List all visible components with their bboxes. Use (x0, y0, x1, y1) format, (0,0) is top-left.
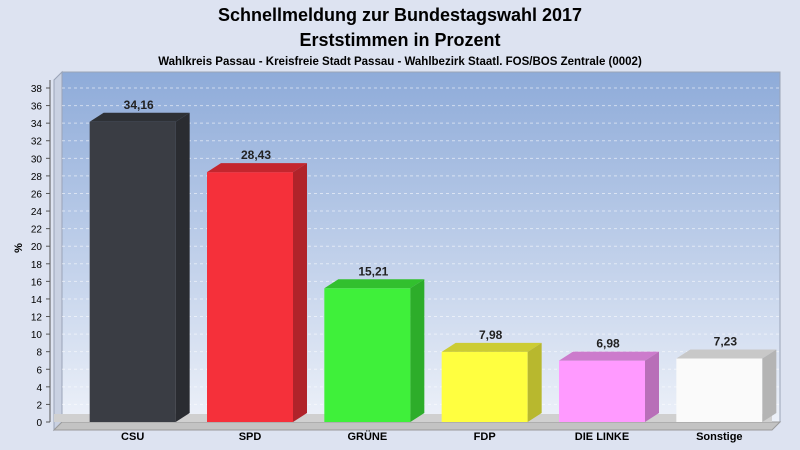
y-tick-label: 16 (31, 277, 43, 288)
value-label: 34,16 (124, 98, 154, 112)
bar-side (293, 163, 307, 422)
bar-front (207, 172, 293, 422)
bar-front (676, 358, 763, 422)
value-label: 7,23 (714, 334, 738, 348)
y-tick-label: 22 (31, 225, 43, 236)
category-label: Sonstige (696, 431, 742, 443)
bar-fdp: 7,98 (441, 328, 542, 422)
bar-front (441, 351, 528, 422)
y-tick-label: 28 (31, 172, 43, 183)
bar-front (89, 121, 176, 422)
bar-side (527, 342, 542, 422)
category-label: GRÜNE (347, 430, 387, 443)
bar-side (762, 349, 777, 422)
bar-side (175, 112, 190, 422)
y-tick-label: 32 (31, 137, 43, 148)
category-label: FDP (474, 431, 496, 443)
bar-side (645, 351, 659, 422)
y-tick-label: 36 (31, 102, 43, 113)
bar-top (676, 349, 777, 359)
y-tick-label: 20 (31, 242, 43, 253)
bar-spd: 28,43 (207, 148, 307, 422)
chart-subtitle: Erststimmen in Prozent (299, 30, 500, 50)
chart-title: Schnellmeldung zur Bundestagswahl 2017 (218, 5, 582, 25)
x-axis: CSU SPD GRÜNE FDP DIE LINKE Sonstige (121, 430, 743, 443)
bar-top (207, 163, 307, 173)
y-tick-label: 6 (36, 365, 42, 376)
category-label: SPD (239, 431, 262, 443)
bar-csu: 34,16 (89, 98, 190, 422)
bars: 34,16 28,43 15,21 7,98 6,98 7,23 (89, 98, 777, 422)
value-label: 7,98 (479, 328, 503, 342)
y-tick-label: 12 (31, 313, 43, 324)
value-label: 6,98 (596, 337, 620, 351)
y-tick-label: 14 (31, 295, 43, 306)
y-tick-label: 4 (36, 383, 42, 394)
y-tick-label: 10 (31, 330, 43, 341)
chart-caption: Wahlkreis Passau - Kreisfreie Stadt Pass… (158, 56, 642, 68)
bar-front (324, 288, 411, 422)
bar-top (324, 279, 425, 289)
bar-top (559, 351, 659, 361)
bar-front (559, 360, 645, 422)
bar-side (410, 279, 425, 422)
y-tick-label: 38 (31, 84, 43, 95)
value-label: 15,21 (358, 264, 388, 278)
bar-die-linke: 6,98 (559, 337, 659, 422)
value-label: 28,43 (241, 148, 271, 162)
y-tick-label: 30 (31, 154, 43, 165)
category-label: DIE LINKE (575, 431, 629, 443)
y-tick-label: 2 (36, 400, 42, 411)
y-tick-label: 34 (31, 119, 43, 130)
bar-top (89, 112, 190, 122)
bar-top (441, 342, 542, 352)
category-label: CSU (121, 431, 144, 443)
y-tick-label: 0 (36, 418, 42, 429)
y-tick-label: 26 (31, 189, 43, 200)
bar-sonstige: 7,23 (676, 334, 777, 422)
y-tick-label: 18 (31, 260, 43, 271)
y-tick-label: 8 (36, 348, 42, 359)
bar-grüne: 15,21 (324, 264, 425, 422)
y-tick-label: 24 (31, 207, 43, 218)
y-axis-label: % (13, 243, 25, 253)
